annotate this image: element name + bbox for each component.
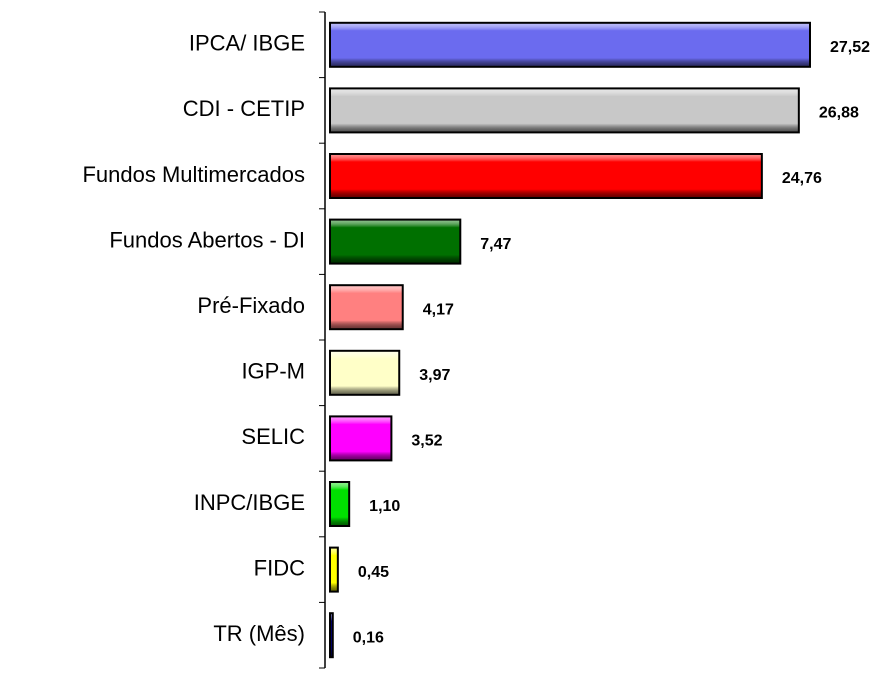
bar: [329, 349, 401, 396]
value-label: 1,10: [369, 498, 400, 515]
bar: [329, 21, 811, 68]
category-label: TR (Mês): [213, 621, 305, 646]
category-label: Pré-Fixado: [197, 293, 305, 318]
value-label: 0,45: [358, 564, 389, 581]
value-label: 7,47: [480, 236, 511, 253]
bar: [329, 415, 393, 462]
category-label: Fundos Multimercados: [82, 162, 305, 187]
value-label: 3,97: [419, 367, 450, 384]
bar: [329, 546, 339, 593]
category-label: FIDC: [254, 555, 305, 580]
bar: [329, 612, 334, 659]
bar: [329, 481, 351, 527]
value-label: 26,88: [819, 105, 859, 122]
category-label: IGP-M: [241, 359, 305, 384]
bar: [329, 218, 462, 265]
bar: [329, 87, 800, 134]
value-label: 0,16: [353, 629, 384, 646]
bar: [329, 153, 763, 199]
category-label: Fundos Abertos - DI: [109, 227, 305, 252]
value-label: 3,52: [411, 433, 442, 450]
value-label: 24,76: [782, 170, 822, 187]
category-label: CDI - CETIP: [183, 96, 305, 121]
category-label: IPCA/ IBGE: [189, 31, 305, 56]
value-label: 4,17: [423, 301, 454, 318]
category-label: SELIC: [241, 424, 305, 449]
bar: [329, 284, 404, 331]
category-label: INPC/IBGE: [194, 490, 305, 515]
value-label: 27,52: [830, 39, 870, 56]
